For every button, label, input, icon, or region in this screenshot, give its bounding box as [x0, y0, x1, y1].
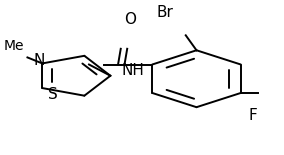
Text: O: O	[125, 12, 137, 27]
Text: F: F	[249, 108, 258, 123]
Text: Me: Me	[3, 39, 24, 53]
Text: S: S	[49, 87, 58, 102]
Text: N: N	[33, 53, 45, 68]
Text: NH: NH	[122, 63, 145, 78]
Text: Br: Br	[157, 5, 174, 20]
